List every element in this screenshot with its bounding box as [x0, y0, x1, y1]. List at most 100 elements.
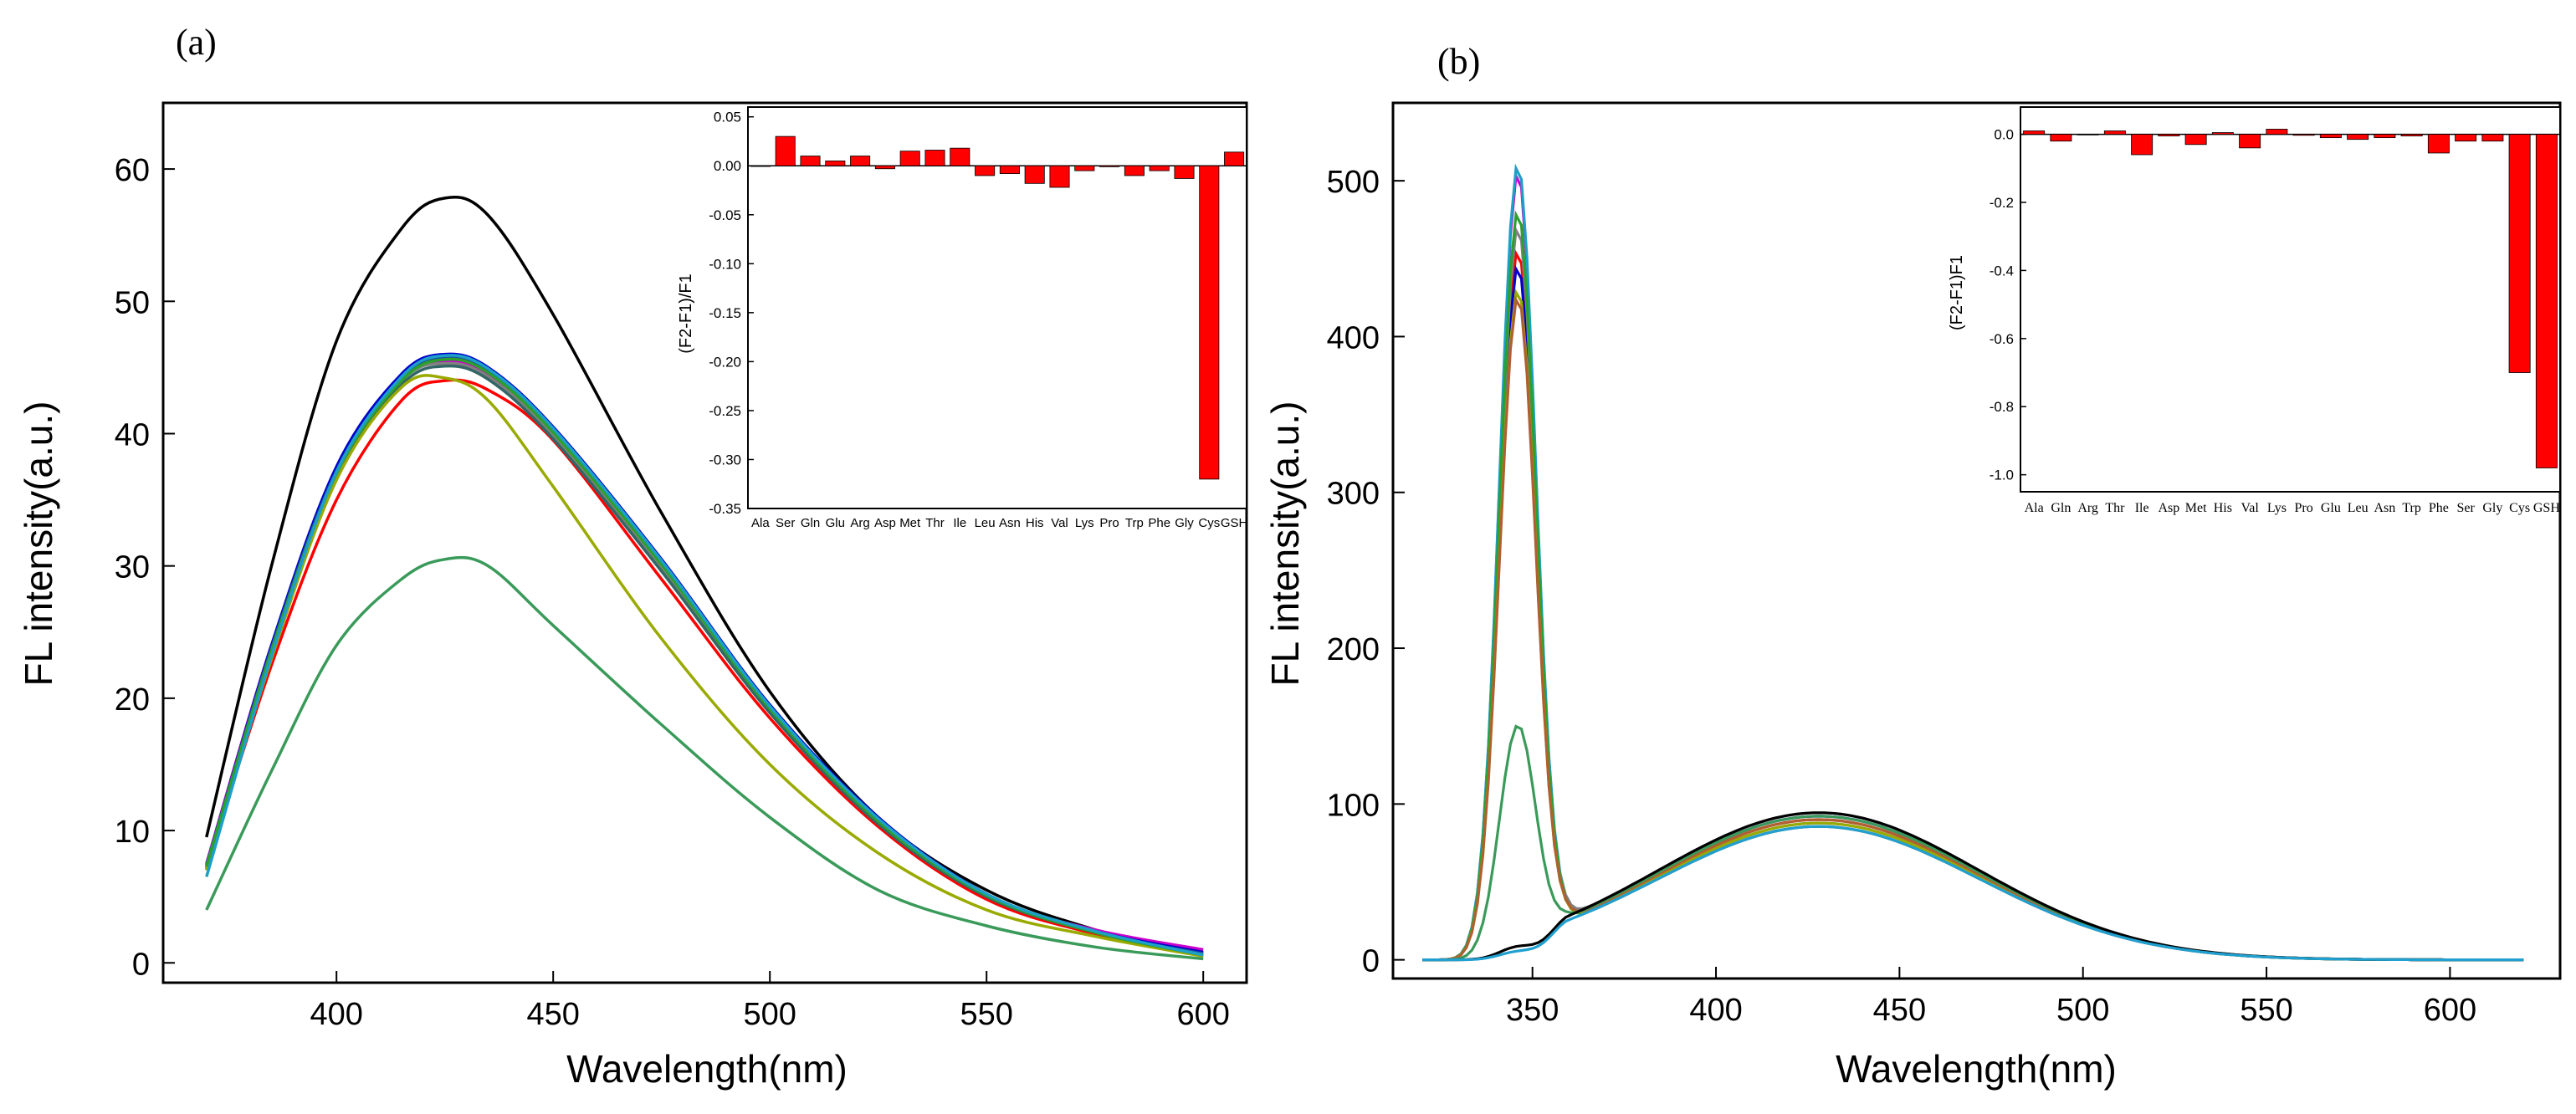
inset-bar-ile — [2131, 134, 2153, 156]
inset-category-label: Cys — [1198, 516, 1220, 530]
inset-bar-cys — [1199, 165, 1220, 480]
x-tick-label: 500 — [743, 997, 796, 1032]
inset-category-label: Pro — [2295, 501, 2313, 515]
series-line-cys — [205, 374, 1204, 958]
inset-category-label: Arg — [850, 516, 869, 530]
inset-bar-gly — [2481, 134, 2504, 142]
inset-bar-phe — [2427, 134, 2450, 154]
inset-category-label: Phe — [1148, 516, 1170, 530]
inset-category-label: Ile — [2135, 501, 2149, 515]
series-line-gsh — [1422, 811, 2524, 962]
y-tick-label: 0 — [1362, 944, 1380, 979]
y-tick-label: 400 — [1327, 320, 1380, 355]
panel-b-inset-categories: Ala Gln Arg Thr Ile Asp Met His Val Lys Pro Glu Leu A… — [2025, 501, 2561, 515]
inset-y-tick-label: -0.05 — [709, 207, 741, 223]
panel-b-inset-bg — [2020, 107, 2560, 492]
inset-bar-cys — [2508, 134, 2531, 373]
inset-bar-leu — [2347, 134, 2369, 141]
panel-a-x-label: Wavelength(nm) — [566, 1047, 848, 1091]
y-tick-label: 300 — [1327, 477, 1380, 512]
panel-b-x-axis: 350 400 450 500 550 600 — [1506, 967, 2476, 1028]
panel-a-inset-bars — [750, 135, 1245, 480]
inset-category-label: His — [1026, 516, 1044, 530]
inset-category-label: Gly — [1175, 516, 1194, 530]
panel-a-inset-y-label: (F2-F1)/F1 — [677, 273, 695, 354]
inset-y-tick-label: -0.8 — [1990, 399, 2014, 415]
x-tick-label: 450 — [526, 997, 579, 1032]
inset-y-tick-label: -0.10 — [709, 256, 741, 272]
inset-category-label: Arg — [2077, 501, 2098, 515]
y-tick-label: 40 — [115, 417, 150, 452]
series-line-lys — [205, 354, 1204, 957]
inset-bar-gsh — [2535, 134, 2558, 468]
inset-category-label: Cys — [2509, 501, 2530, 515]
inset-bar-met — [2184, 134, 2207, 146]
inset-category-label: Thr — [925, 516, 945, 530]
inset-y-tick-label: -1.0 — [1990, 468, 2014, 483]
panel-b-frame — [1391, 101, 2562, 980]
inset-bar-phe — [1149, 165, 1170, 171]
y-tick-label: 30 — [115, 550, 150, 585]
x-tick-label: 450 — [1873, 993, 1926, 1028]
y-tick-label: 20 — [115, 682, 150, 718]
inset-y-tick-label: -0.2 — [1990, 195, 2014, 211]
inset-category-label: Asn — [2374, 501, 2395, 515]
inset-category-label: Asn — [999, 516, 1021, 530]
inset-category-label: Phe — [2429, 501, 2449, 515]
inset-category-label: Lys — [2267, 501, 2287, 515]
y-tick-label: 60 — [115, 153, 150, 188]
x-tick-label: 550 — [2240, 993, 2292, 1028]
x-tick-label: 400 — [310, 997, 362, 1032]
inset-category-label: Ala — [751, 516, 770, 530]
series-line-gsh — [205, 555, 1204, 961]
inset-category-label: Thr — [2105, 501, 2125, 515]
x-tick-label: 550 — [960, 997, 1012, 1032]
inset-category-label: Gly — [2482, 501, 2502, 515]
panel-b-y-axis: 0 100 200 300 400 500 — [1327, 165, 1405, 979]
inset-category-label: Val — [1051, 516, 1068, 530]
panel-a-inset-bg — [748, 107, 1247, 508]
x-tick-label: 500 — [2056, 993, 2109, 1028]
inset-category-label: Val — [2241, 501, 2259, 515]
inset-category-label: Trp — [2402, 501, 2421, 515]
inset-category-label: His — [2214, 501, 2232, 515]
panel-b-x-label: Wavelength(nm) — [1836, 1047, 2117, 1091]
x-tick-label: 400 — [1689, 993, 1742, 1028]
inset-category-label: Pro — [1099, 516, 1119, 530]
inset-category-label: Asp — [2158, 501, 2179, 515]
x-tick-label: 600 — [2424, 993, 2476, 1028]
inset-bar-lys — [1074, 165, 1095, 171]
inset-bar-ser — [775, 135, 796, 166]
inset-bar-leu — [975, 165, 996, 176]
inset-category-label: Gln — [801, 516, 820, 530]
inset-y-tick-label: -0.35 — [709, 501, 741, 517]
inset-bar-gly — [1174, 165, 1195, 179]
panel-a-y-axis: 0 10 20 30 40 50 60 — [115, 153, 175, 982]
inset-category-label: Glu — [2321, 501, 2341, 515]
inset-y-tick-label: 0.0 — [1994, 127, 2014, 143]
inset-bar-ser — [2455, 134, 2477, 142]
panel-b-inset-frame — [2020, 106, 2561, 493]
inset-bar-his — [2211, 132, 2234, 135]
inset-bar-trp — [2400, 134, 2423, 137]
y-tick-label: 0 — [132, 947, 150, 982]
series-line-blank — [205, 196, 1204, 958]
x-tick-label: 350 — [1506, 993, 1559, 1028]
inset-bar-ala — [2023, 130, 2046, 135]
panel-b-inset-y-label: (F2-F1)F1 — [1948, 255, 1966, 330]
y-tick-label: 500 — [1327, 165, 1380, 200]
inset-category-label: Leu — [975, 516, 996, 530]
inset-y-tick-label: -0.30 — [709, 452, 741, 468]
series-line-cys — [1422, 724, 2524, 962]
x-tick-label: 600 — [1176, 997, 1229, 1032]
inset-bar-thr — [924, 150, 945, 166]
inset-bar-ile — [950, 147, 970, 166]
panel-a-inset-categories: Ala Ser Gln Glu Arg Asp Met Thr Ile Leu Asn His Val L… — [751, 516, 1247, 530]
inset-bar-met — [899, 151, 920, 166]
inset-bar-asn — [999, 165, 1020, 175]
inset-y-tick-label: -0.15 — [709, 305, 741, 321]
inset-y-tick-label: -0.20 — [709, 354, 741, 370]
inset-category-label: GSH — [1221, 516, 1248, 530]
inset-bar-arg — [850, 156, 871, 166]
